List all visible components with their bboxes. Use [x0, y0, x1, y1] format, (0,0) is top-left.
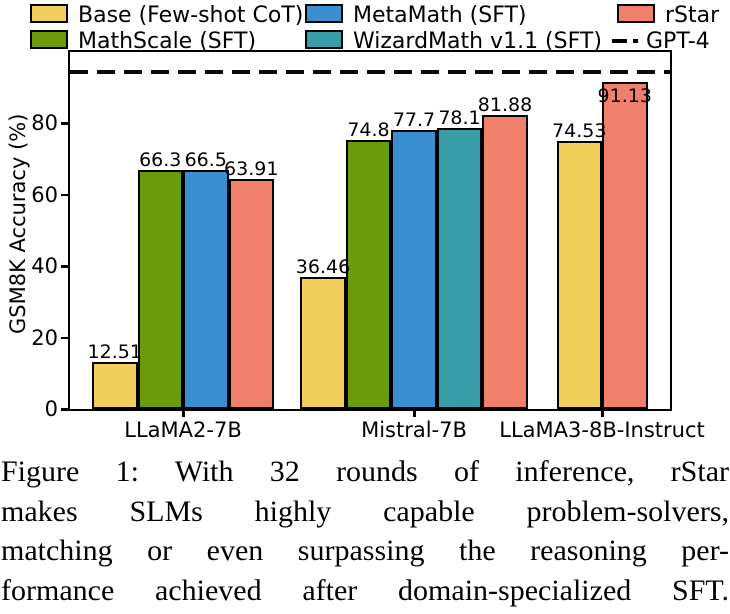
bar-base-few-shot-cot-llama2-7b [92, 362, 138, 409]
y-tick-label: 0 [44, 397, 58, 421]
y-tick-label: 20 [31, 325, 58, 350]
figure-caption: Figure 1: With 32 rounds of inference, r… [1, 452, 729, 610]
y-axis-label: GSM8K Accuracy (%) [6, 113, 30, 334]
wizardmath-swatch-icon [305, 30, 343, 49]
legend-label: rStar [665, 3, 720, 28]
x-tick-label: LLaMA2-7B [124, 418, 242, 442]
bar-mathscale-sft-llama2-7b [137, 170, 183, 409]
x-tick-label: LLaMA3-8B-Instruct [499, 418, 705, 442]
bar-rstar-mistral-7b [482, 114, 528, 409]
x-tick-mark [413, 409, 416, 417]
y-tick-label: 40 [31, 254, 58, 279]
bar-base-few-shot-cot-mistral-7b [300, 276, 346, 409]
bar-value-label: 74.8 [347, 118, 390, 141]
legend-label: MetaMath (SFT) [353, 3, 527, 28]
gpt4-reference-line [70, 69, 670, 74]
caption-line: formance achieved after domain-specializ… [1, 573, 729, 607]
y-tick-mark [61, 265, 68, 268]
mathscale-swatch-icon [30, 30, 68, 49]
y-tick-mark [61, 122, 68, 125]
bar-value-label: 81.88 [477, 93, 533, 116]
bar-value-label: 66.5 [184, 148, 227, 171]
legend-label: Base (Few-shot CoT) [78, 3, 304, 28]
x-tick-label: Mistral-7B [361, 418, 467, 442]
rstar-swatch-icon [617, 4, 655, 23]
bar-value-label: 78.1 [438, 107, 481, 130]
legend-label: WizardMath v1.1 (SFT) [353, 29, 602, 54]
x-tick-mark [182, 409, 185, 417]
bar-metamath-sft-mistral-7b [391, 129, 437, 409]
plot-area: 0 20 40 60 80 LLaMA2-7B Mistral-7B LLaMA3-8B-In… [31, 50, 705, 442]
bar-mathscale-sft-mistral-7b [345, 139, 392, 409]
bar-value-label: 66.3 [139, 149, 182, 172]
bar-value-label: 91.13 [597, 84, 652, 107]
bar-rstar-llama2-7b [228, 178, 274, 409]
legend-label: GPT-4 [646, 29, 710, 54]
caption-line: makes SLMs highly capable problem-solver… [1, 494, 729, 528]
x-tick-mark [601, 409, 604, 417]
legend-label: MathScale (SFT) [78, 29, 257, 54]
metamath-swatch-icon [305, 4, 343, 23]
bar-wizardmath-v1-1-sft-mistral-7b [436, 128, 483, 409]
bar-base-few-shot-cot-llama3-8b-instruct [556, 140, 602, 409]
y-tick-label: 60 [31, 182, 58, 207]
y-tick-label: 80 [31, 111, 58, 136]
bar-value-label: 74.53 [552, 119, 607, 142]
bar-value-label: 63.91 [224, 157, 279, 180]
caption-line: Figure 1: With 32 rounds of inference, r… [1, 455, 729, 488]
y-tick-mark [61, 408, 68, 411]
bar-value-label: 12.51 [87, 341, 142, 364]
bar-value-label: 77.7 [392, 108, 436, 131]
caption-line: matching or even surpassing the reasonin… [1, 534, 729, 567]
bar-value-label: 36.46 [295, 255, 351, 278]
bar-rstar-llama3-8b-instruct [602, 81, 648, 409]
y-tick-mark [61, 193, 68, 197]
bar-metamath-sft-llama2-7b [183, 169, 229, 409]
base-swatch-icon [30, 4, 68, 23]
y-tick-mark [61, 336, 68, 340]
